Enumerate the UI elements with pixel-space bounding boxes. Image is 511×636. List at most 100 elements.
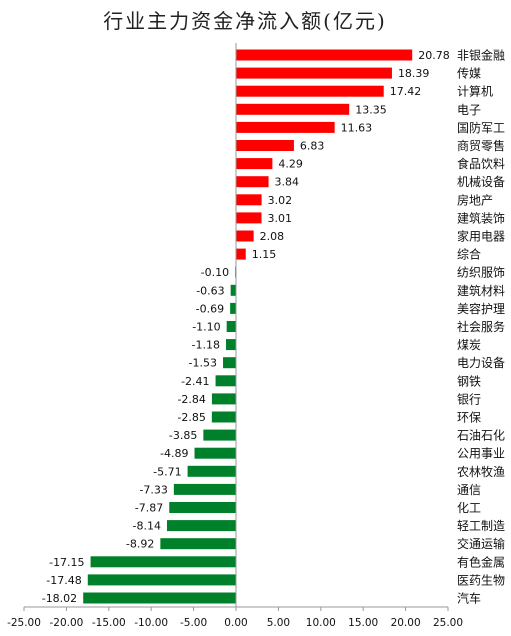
category-label-11: 家用电器 [457, 229, 505, 244]
x-tick-label-1: -25.00 [7, 617, 41, 629]
bar-17 [225, 339, 236, 351]
bar-19 [215, 375, 236, 387]
bar-25 [173, 483, 236, 495]
bar-31 [83, 592, 236, 604]
data-label-20: -2.84 [177, 393, 205, 406]
data-label-24: -5.71 [153, 465, 181, 478]
bar-5 [236, 121, 335, 133]
data-label-17: -1.18 [192, 339, 220, 352]
category-label-19: 钢铁 [457, 374, 481, 388]
category-label-14: 建筑材料 [457, 283, 505, 298]
category-label-2: 传媒 [457, 66, 481, 81]
category-label-28: 交通运输 [457, 536, 505, 551]
bar-1 [236, 49, 413, 61]
x-tick-label-6: 0.00 [224, 617, 247, 629]
data-label-11: 2.08 [260, 230, 285, 243]
bar-2 [236, 67, 392, 79]
category-label-29: 有色金属 [457, 554, 505, 569]
category-label-30: 医药生物 [457, 573, 505, 587]
data-label-6: 6.83 [300, 140, 325, 153]
category-label-8: 机械设备 [457, 174, 505, 189]
data-label-4: 13.35 [355, 103, 387, 116]
bar-9 [236, 194, 262, 206]
bar-7 [236, 158, 273, 170]
x-tick-label-8: 10.00 [306, 617, 336, 629]
bar-30 [87, 574, 237, 586]
data-label-23: -4.89 [160, 447, 188, 460]
category-label-17: 煤炭 [457, 338, 481, 352]
bar-21 [211, 411, 236, 423]
x-tick-label-5: -5.00 [180, 617, 207, 629]
category-label-5: 国防军工 [457, 120, 505, 135]
bar-3 [236, 85, 384, 97]
x-tick-label-10: 20.00 [391, 617, 421, 629]
x-tick-label-9: 15.00 [348, 617, 378, 629]
category-label-1: 非银金融 [457, 48, 505, 63]
data-label-27: -8.14 [133, 520, 161, 533]
category-label-23: 公用事业 [457, 447, 505, 461]
bar-27 [166, 520, 236, 532]
data-label-26: -7.87 [135, 502, 163, 515]
data-label-16: -1.10 [192, 321, 220, 334]
data-label-28: -8.92 [126, 538, 154, 551]
data-label-5: 11.63 [341, 121, 373, 134]
bar-23 [194, 447, 236, 459]
data-label-12: 1.15 [252, 248, 277, 261]
data-label-7: 4.29 [278, 158, 303, 171]
bar-15 [230, 302, 236, 314]
data-label-2: 18.39 [398, 67, 430, 80]
category-label-20: 银行 [457, 392, 481, 406]
category-label-16: 社会服务 [457, 319, 505, 334]
data-label-8: 3.84 [275, 176, 300, 189]
bar-18 [223, 357, 236, 369]
bar-10 [236, 212, 262, 224]
data-label-15: -0.69 [196, 302, 224, 315]
data-label-21: -2.85 [177, 411, 205, 424]
data-label-29: -17.15 [49, 556, 84, 569]
chart-title: 行业主力资金净流入额(亿元) [103, 9, 387, 33]
category-label-22: 石油石化 [457, 429, 505, 443]
data-label-10: 3.01 [268, 212, 293, 225]
bar-4 [236, 103, 350, 115]
bar-29 [90, 556, 236, 568]
x-tick-label-4: -10.00 [134, 617, 168, 629]
category-label-9: 房地产 [457, 192, 493, 207]
bar-6 [236, 140, 294, 151]
category-label-12: 综合 [457, 247, 481, 262]
data-label-30: -17.48 [46, 574, 81, 587]
x-axis: -25.00 -20.00 -15.00 -10.00 -5.00 0.00 5.00 10.… [7, 42, 463, 629]
category-label-18: 电力设备 [457, 356, 505, 370]
category-label-6: 商贸零售 [457, 138, 505, 153]
data-label-19: -2.41 [181, 375, 209, 388]
bar-11 [236, 230, 254, 242]
category-label-15: 美容护理 [457, 301, 505, 316]
category-label-26: 化工 [457, 501, 481, 515]
data-label-31: -18.02 [42, 592, 77, 605]
data-label-18: -1.53 [189, 357, 217, 370]
category-label-31: 汽车 [457, 591, 481, 606]
data-label-14: -0.63 [196, 284, 224, 297]
category-label-3: 计算机 [457, 84, 493, 99]
category-label-7: 食品饮料 [457, 156, 505, 171]
data-label-3: 17.42 [390, 85, 422, 98]
category-label-10: 建筑装饰 [457, 210, 505, 225]
data-label-9: 3.02 [268, 194, 293, 207]
data-label-22: -3.85 [169, 429, 197, 442]
x-tick-label-7: 5.00 [267, 617, 290, 629]
x-tick-label-2: -20.00 [49, 617, 83, 629]
bar-16 [226, 321, 236, 332]
bar-26 [169, 502, 236, 513]
bar-24 [187, 465, 236, 477]
bar-12 [236, 248, 246, 260]
category-label-27: 轻工制造 [457, 519, 505, 533]
data-label-25: -7.33 [139, 483, 167, 496]
bar-8 [236, 176, 269, 188]
category-label-13: 纺织服饰 [457, 266, 505, 280]
category-label-4: 电子 [457, 103, 481, 117]
x-tick-label-3: -15.00 [92, 617, 126, 629]
bars-layer: 20.78 非银金融 18.39 传媒 17.42 计算机 13.35 电子 11.63 国防军工… [42, 48, 505, 606]
data-label-1: 20.78 [418, 49, 450, 62]
category-label-25: 通信 [457, 483, 481, 497]
bar-14 [230, 284, 236, 296]
